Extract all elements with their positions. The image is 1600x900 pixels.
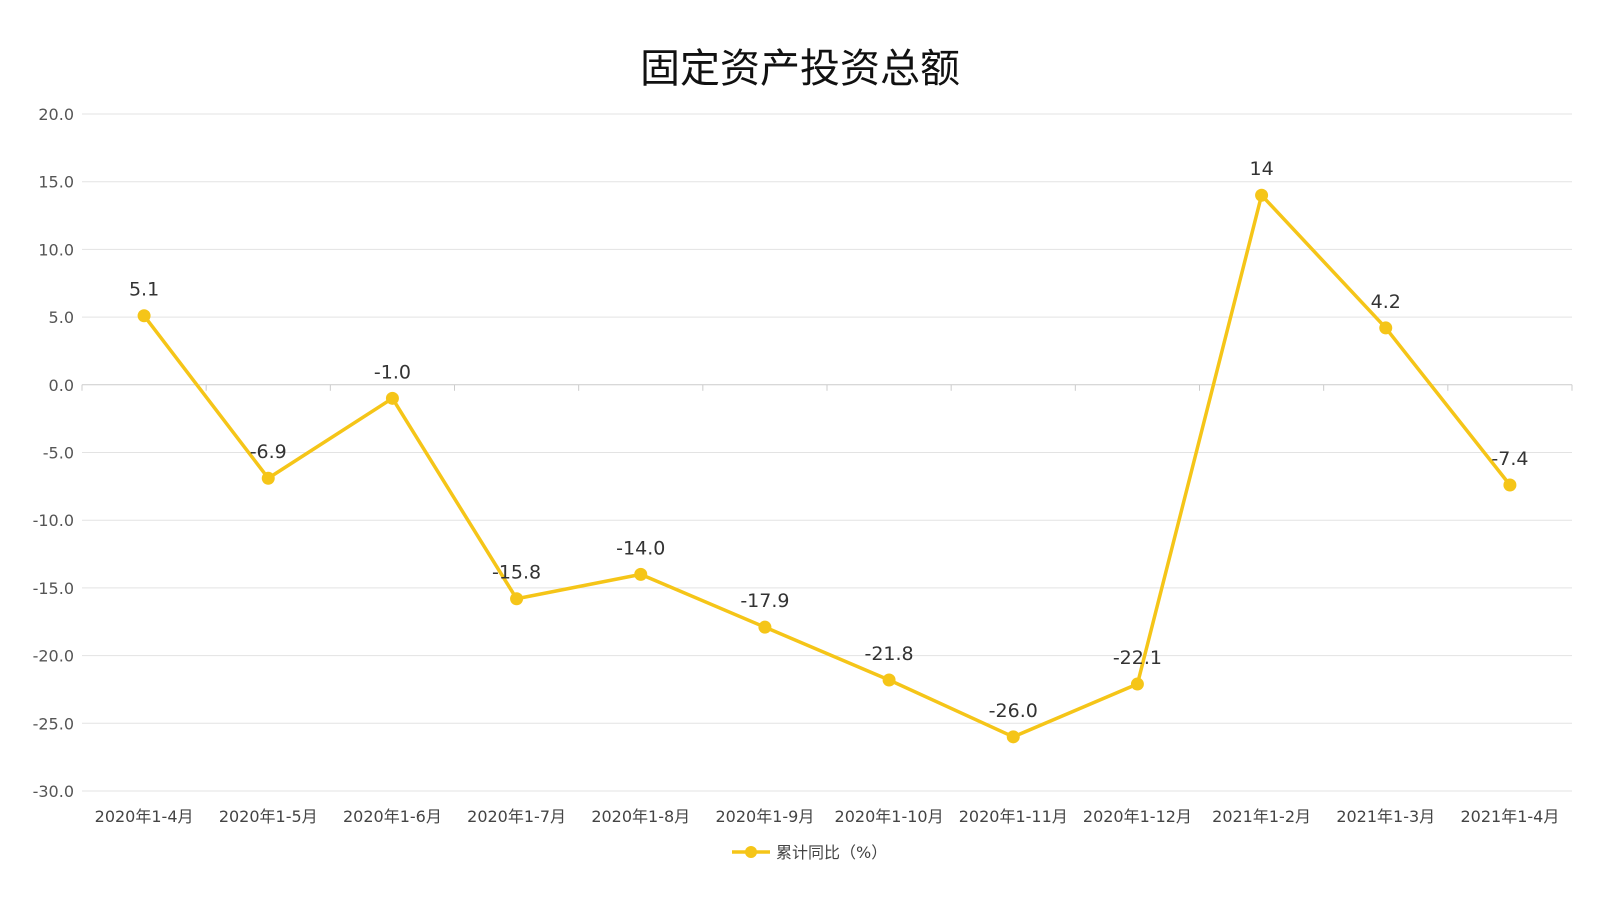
legend[interactable]: 累计同比（%） [732, 843, 887, 862]
x-tick-label: 2020年1-10月 [835, 807, 944, 826]
data-point[interactable] [510, 592, 524, 606]
x-tick-label: 2020年1-12月 [1083, 807, 1192, 826]
y-tick-label: -30.0 [33, 782, 74, 801]
data-label: -26.0 [989, 700, 1038, 722]
data-point[interactable] [1379, 321, 1393, 335]
y-tick-label: -15.0 [33, 579, 74, 598]
y-tick-label: 0.0 [49, 376, 74, 395]
data-point[interactable] [634, 567, 648, 581]
y-tick-label: -5.0 [43, 444, 74, 463]
data-point[interactable] [1130, 677, 1144, 691]
data-label: -1.0 [374, 361, 411, 383]
series-line [142, 193, 1512, 739]
data-point[interactable] [882, 673, 896, 687]
data-point[interactable] [1503, 478, 1517, 492]
x-tick-label: 2020年1-8月 [591, 807, 690, 826]
data-point[interactable] [1006, 730, 1020, 744]
y-tick-label: 5.0 [49, 308, 74, 327]
grid-layer [82, 113, 1572, 792]
y-tick-label: 10.0 [38, 240, 74, 259]
data-label: 14 [1249, 158, 1273, 180]
y-tick-label: 15.0 [38, 173, 74, 192]
x-tick-label: 2020年1-9月 [715, 807, 814, 826]
series-layer [137, 188, 1517, 744]
data-label: -15.8 [492, 562, 541, 584]
data-label: -22.1 [1113, 647, 1162, 669]
axis-layer: 20.0 15.0 10.0 5.0 0.0 -5.0 -10.0 -15.0 -20.0 -25… [33, 105, 1573, 826]
data-point[interactable] [137, 309, 151, 323]
data-point[interactable] [385, 391, 399, 405]
x-tick-label: 2020年1-6月 [343, 807, 442, 826]
legend-label: 累计同比（%） [776, 843, 887, 862]
x-tick-label: 2020年1-5月 [219, 807, 318, 826]
y-tick-label: 20.0 [38, 105, 74, 124]
data-label: 4.2 [1371, 291, 1401, 313]
data-label: -7.4 [1491, 448, 1528, 470]
data-label: -6.9 [250, 441, 287, 463]
y-tick-label: -10.0 [33, 511, 74, 530]
x-tick-label: 2020年1-7月 [467, 807, 566, 826]
data-label: -14.0 [616, 537, 665, 559]
x-tick-label: 2021年1-3月 [1336, 807, 1435, 826]
data-point[interactable] [1255, 188, 1269, 202]
data-label: 5.1 [129, 279, 159, 301]
data-point[interactable] [758, 620, 772, 634]
legend-marker [745, 846, 757, 858]
x-tick-label: 2021年1-4月 [1460, 807, 1559, 826]
chart-title: 固定资产投资总额 [640, 46, 960, 92]
x-tick-label: 2021年1-2月 [1212, 807, 1311, 826]
x-tick-label: 2020年1-4月 [95, 807, 194, 826]
y-tick-label: -25.0 [33, 714, 74, 733]
data-label: -17.9 [740, 590, 789, 612]
label-layer: 5.1 -6.9 -1.0 -15.8 -14.0 -17.9 -21.8 -26.0 -22.… [129, 158, 1528, 722]
x-tick-label: 2020年1-11月 [959, 807, 1068, 826]
data-label: -21.8 [864, 643, 913, 665]
data-point[interactable] [261, 471, 275, 485]
y-tick-label: -20.0 [33, 647, 74, 666]
